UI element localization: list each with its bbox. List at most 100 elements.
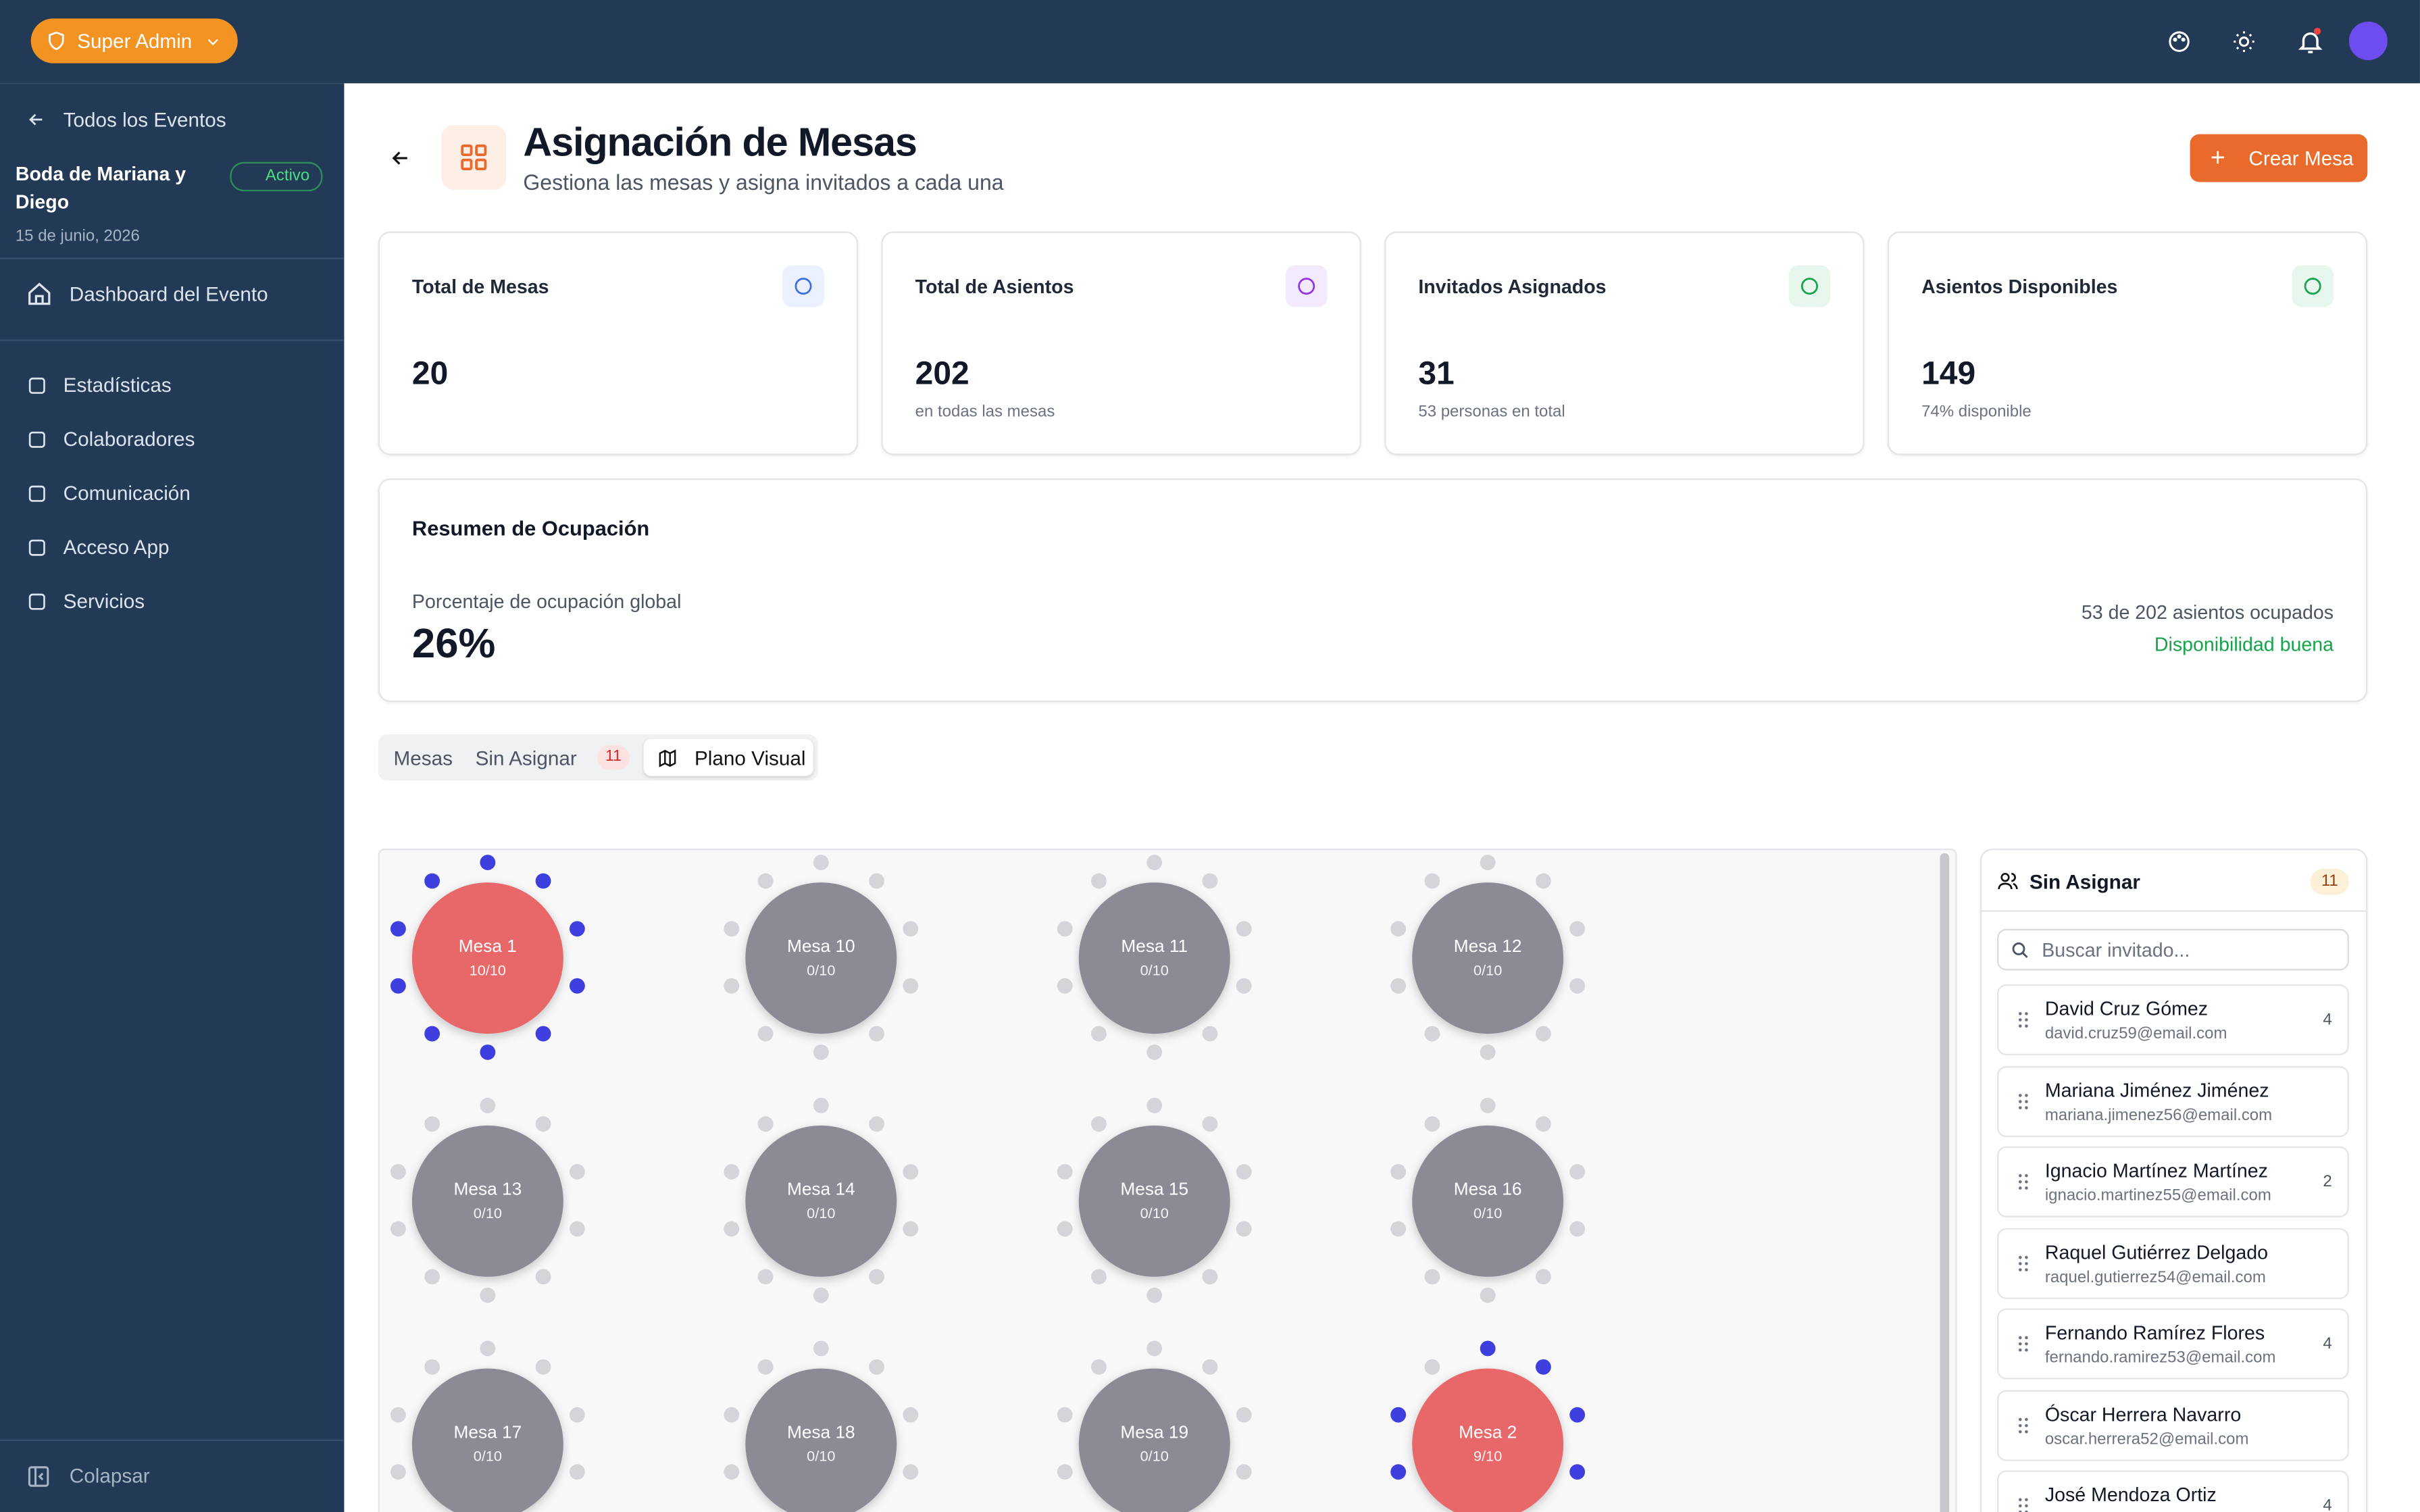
table[interactable]: Mesa 110/10 (390, 855, 585, 1060)
back-arrow[interactable] (389, 147, 412, 170)
seat (569, 1464, 585, 1480)
guest-card[interactable]: Óscar Herrera Navarro oscar.herrera52@ema… (1997, 1389, 2349, 1461)
seat (869, 1359, 884, 1375)
dot (2025, 1180, 2028, 1184)
seat (480, 1340, 496, 1357)
tab-label: Plano Visual (694, 747, 806, 770)
table[interactable]: Mesa 19 0/10 (1057, 1340, 1252, 1512)
guest-card[interactable]: José Mendoza Ortiz 4 (1997, 1470, 2349, 1512)
seat (1424, 873, 1440, 889)
occupancy-title: Resumen de Ocupación (411, 517, 650, 540)
stat-icon (1788, 265, 1831, 307)
icon (1800, 278, 1818, 295)
dot (2018, 1423, 2022, 1427)
table-occupancy: 0/10 (1473, 961, 1502, 978)
dashboard-link[interactable]: Dashboard del Evento (69, 282, 268, 306)
guest-card[interactable]: Raquel Gutiérrez Delgado raquel.gutierrez… (1997, 1227, 2349, 1299)
theme-icon[interactable] (2232, 29, 2257, 54)
divider (0, 257, 345, 259)
seat (724, 1407, 740, 1423)
seat (535, 1269, 551, 1285)
dot (2025, 1105, 2028, 1109)
icon (795, 278, 812, 295)
nav-link[interactable]: Estadísticas (63, 373, 172, 397)
guest-party: 2 (2323, 1172, 2332, 1192)
nav-link[interactable]: Colaboradores (63, 427, 195, 451)
seat (1091, 1269, 1107, 1285)
seat (424, 1026, 440, 1042)
table[interactable]: Mesa 17 0/10 (390, 1340, 585, 1512)
header-icon (441, 124, 507, 190)
stat-icon (2292, 265, 2334, 307)
table[interactable]: Mesa 18 0/10 (724, 1340, 919, 1512)
nav-link[interactable]: Comunicación (63, 481, 191, 505)
seat (1202, 1026, 1218, 1042)
table[interactable]: Mesa 14 0/10 (724, 1097, 919, 1303)
guest-card[interactable]: Fernando Ramírez Flores fernando.ramirez5… (1997, 1308, 2349, 1380)
panel-title: Sin Asignar (2029, 870, 2140, 894)
table[interactable]: Mesa 13 0/10 (390, 1097, 585, 1303)
seat (480, 1097, 496, 1113)
seat (1390, 1164, 1407, 1180)
seat (424, 1359, 440, 1375)
seat (1202, 1116, 1218, 1132)
table[interactable]: Mesa 110/10 (1057, 855, 1252, 1060)
seat (535, 1116, 551, 1132)
guest-card[interactable]: Mariana Jiménez Jiménez mariana.jimenez56… (1997, 1065, 2349, 1136)
table[interactable]: Mesa 16 0/10 (1390, 1097, 1586, 1303)
table-label: Mesa 11 (1121, 936, 1188, 956)
role-button[interactable]: Super Admin (30, 18, 238, 64)
bell-icon[interactable] (2296, 28, 2324, 55)
stat-value: 202 (915, 356, 969, 393)
stat-note: 74% disponible (1921, 403, 2032, 422)
nav-link[interactable]: Acceso App (63, 535, 170, 559)
table[interactable]: Mesa 12 0/10 (1390, 855, 1586, 1060)
guest-card[interactable]: David Cruz Gómez david.cruz59@email.com 4 (1997, 984, 2349, 1056)
create-table-label: Crear Mesa (2248, 146, 2354, 170)
dot (2025, 1024, 2028, 1028)
table-top (411, 1368, 563, 1512)
collapse-button[interactable]: Colapsar (69, 1464, 150, 1488)
seat (1202, 1269, 1218, 1285)
seat (390, 1221, 406, 1237)
dot (2025, 1174, 2028, 1178)
dot (2025, 1267, 2028, 1271)
seat (1390, 921, 1407, 937)
table-occupancy: 10/10 (470, 961, 506, 978)
seat (1091, 1359, 1107, 1375)
back-link[interactable]: Todos los Eventos (63, 107, 226, 132)
table[interactable]: Mesa 10 0/10 (724, 855, 919, 1060)
seat (535, 873, 551, 889)
create-table-button[interactable]: Crear Mesa (2190, 134, 2368, 182)
seat (1146, 1097, 1163, 1113)
table-occupancy: 0/10 (807, 1205, 835, 1221)
tab-active[interactable]: Plano Visual (643, 738, 813, 776)
table-occupancy: 0/10 (807, 1448, 835, 1465)
stat-value: 31 (1418, 356, 1455, 393)
nav-link[interactable]: Servicios (63, 589, 145, 613)
drag-handle (2018, 1417, 2028, 1433)
icon-shape (28, 431, 45, 448)
seat (1569, 1164, 1586, 1180)
dot (2025, 1261, 2028, 1265)
stat-card: Total de Mesas 20 (378, 231, 859, 455)
table[interactable]: Mesa 2 9/10 (1390, 1340, 1586, 1512)
seat (1480, 855, 1496, 871)
table[interactable]: Mesa 15 0/10 (1057, 1097, 1252, 1303)
search-box[interactable]: Buscar invitado... (1997, 928, 2349, 971)
guest-card[interactable]: Ignacio Martínez Martínez ignacio.martine… (1997, 1146, 2349, 1217)
avatar[interactable] (2348, 21, 2388, 61)
dot (2025, 1018, 2028, 1022)
tab[interactable]: Sin Asignar (475, 747, 577, 770)
tab[interactable]: Mesas (393, 747, 453, 770)
seat (757, 1116, 774, 1132)
role-label: Super Admin (77, 29, 193, 53)
dot (2025, 1099, 2028, 1103)
seat (1424, 1026, 1440, 1042)
table-top (745, 882, 897, 1034)
guest-email: mariana.jimenez56@email.com (2044, 1105, 2273, 1124)
seat (757, 1269, 774, 1285)
seat (1146, 1287, 1163, 1303)
palette-icon[interactable] (2167, 29, 2192, 54)
